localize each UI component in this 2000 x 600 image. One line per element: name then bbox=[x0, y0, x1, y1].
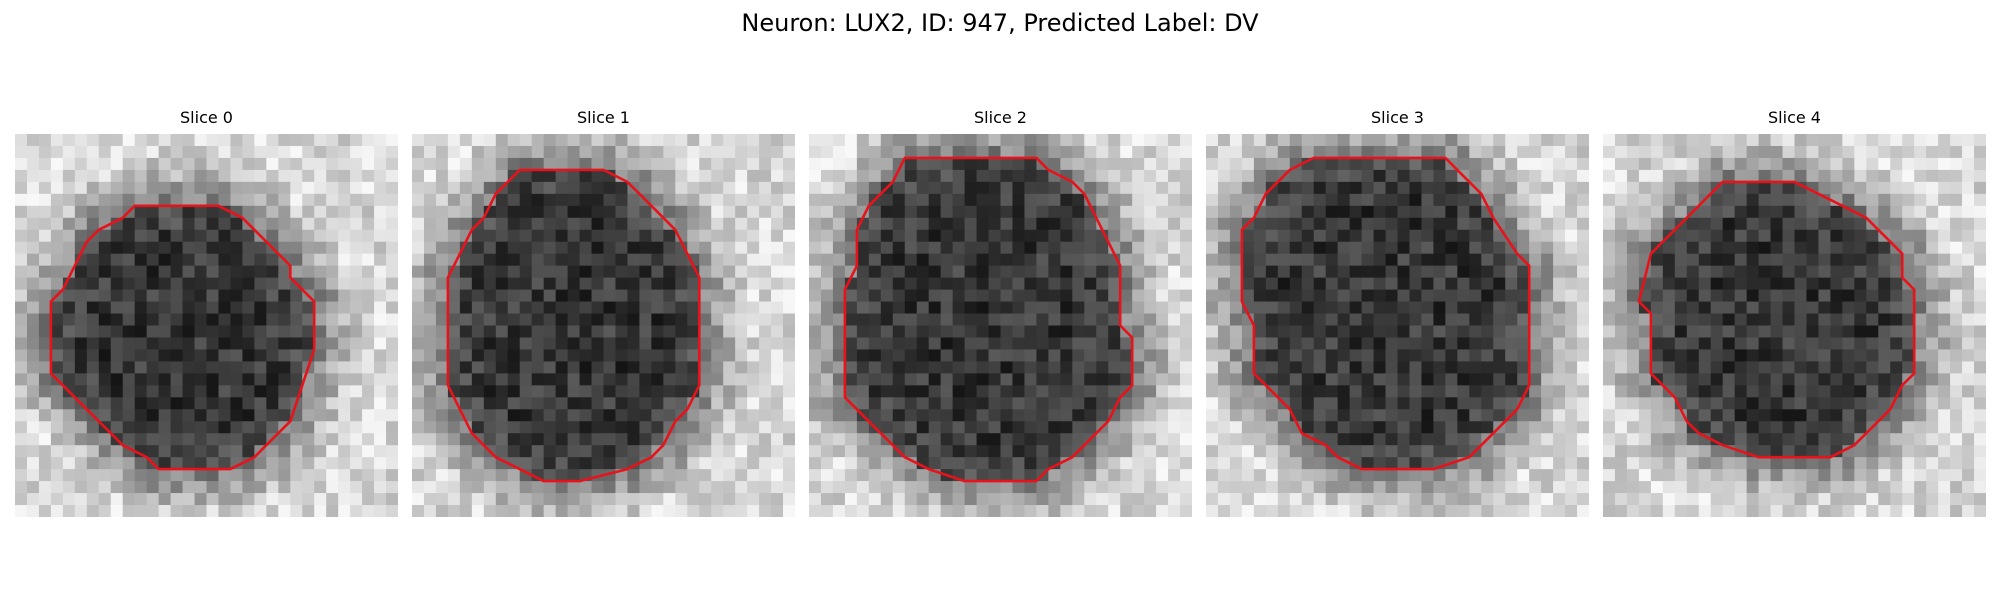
slice-title-4: Slice 4 bbox=[1768, 108, 1821, 127]
slice-image-1 bbox=[412, 134, 795, 517]
slice-image-0 bbox=[15, 134, 398, 517]
slice-panel-0: Slice 0 bbox=[15, 108, 398, 518]
slice-image-3 bbox=[1206, 134, 1589, 517]
neuron-outline bbox=[49, 204, 316, 471]
neuron-outline bbox=[1637, 180, 1916, 459]
slice-image-2 bbox=[809, 134, 1192, 517]
slice-image-4 bbox=[1603, 134, 1986, 517]
slice-pixels bbox=[412, 134, 795, 517]
slice-pixels bbox=[15, 134, 398, 517]
neuron-outline bbox=[843, 156, 1134, 483]
slice-pixels bbox=[1206, 134, 1589, 517]
slice-title-1: Slice 1 bbox=[577, 108, 630, 127]
slice-title-2: Slice 2 bbox=[974, 108, 1027, 127]
neuron-outline bbox=[446, 168, 701, 483]
slice-title-0: Slice 0 bbox=[180, 108, 233, 127]
slice-title-3: Slice 3 bbox=[1371, 108, 1424, 127]
slice-panel-2: Slice 2 bbox=[809, 108, 1192, 518]
slice-pixels bbox=[1603, 134, 1986, 517]
figure-title: Neuron: LUX2, ID: 947, Predicted Label: … bbox=[741, 9, 1259, 37]
slice-pixels bbox=[809, 134, 1192, 517]
slice-panel-1: Slice 1 bbox=[412, 108, 795, 518]
slice-panel-4: Slice 4 bbox=[1603, 108, 1986, 518]
slice-panel-3: Slice 3 bbox=[1206, 108, 1589, 518]
neuron-outline bbox=[1240, 156, 1531, 471]
